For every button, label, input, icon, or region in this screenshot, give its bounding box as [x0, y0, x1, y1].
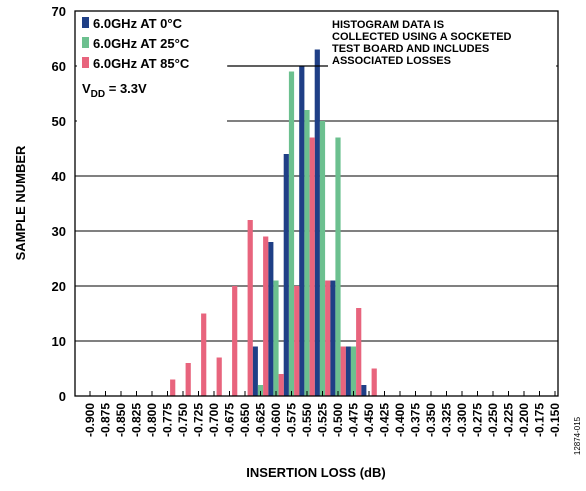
bar-series-3: [201, 313, 207, 396]
y-tick-label: 50: [52, 114, 66, 129]
bar-series-2: [319, 121, 326, 396]
bar-series-3: [294, 286, 300, 396]
x-tick-label: -0.175: [533, 403, 547, 437]
bar-series-3: [340, 346, 346, 396]
note-line-4: ASSOCIATED LOSSES: [332, 55, 451, 67]
x-tick-label: -0.200: [517, 403, 531, 437]
bar-series-3: [325, 280, 331, 396]
note-annotation: HISTOGRAM DATA IS COLLECTED USING A SOCK…: [228, 13, 556, 67]
bar-series-2: [257, 385, 264, 396]
bar-series-1: [314, 49, 320, 396]
legend-background: [77, 13, 227, 123]
bar-series-3: [263, 236, 269, 396]
x-tick-label: -0.350: [424, 403, 438, 437]
bar-series-3: [170, 379, 176, 396]
bar-series-3: [232, 286, 238, 396]
legend-label: 6.0GHz AT 25°C: [93, 36, 190, 51]
bar-series-1: [268, 242, 274, 396]
bars: [170, 49, 377, 396]
bar-series-3: [185, 363, 191, 396]
y-tick-label: 60: [52, 59, 66, 74]
note-line-2: COLLECTED USING A SOCKETED: [332, 31, 512, 43]
x-tick-label: -0.875: [99, 403, 113, 437]
bar-series-2: [304, 110, 310, 396]
x-tick-label: -0.400: [393, 403, 407, 437]
bar-series-1: [361, 385, 367, 396]
x-tick-label: -0.750: [176, 403, 190, 437]
x-tick-label: -0.825: [130, 403, 144, 437]
plot-frame: [74, 10, 559, 397]
bar-series-2: [350, 346, 357, 396]
legend-swatch: [82, 37, 89, 48]
x-tick-label: -0.725: [192, 403, 206, 437]
x-tick-label: -0.800: [145, 403, 159, 437]
x-axis-title: INSERTION LOSS (dB): [246, 465, 385, 480]
y-tick-label: 30: [52, 224, 66, 239]
x-tick-label: -0.700: [207, 403, 221, 437]
y-tick-label: 10: [52, 334, 66, 349]
x-tick-label: -0.650: [238, 403, 252, 437]
x-tick-label: -0.375: [409, 403, 423, 437]
bar-series-3: [371, 368, 377, 396]
y-tick-labels: 0 10 20 30 40 50 60 70: [52, 4, 66, 404]
x-tick-label: -0.250: [486, 403, 500, 437]
x-tick-label: -0.150: [548, 403, 562, 437]
x-tick-label: -0.675: [223, 403, 237, 437]
bar-series-3: [356, 308, 362, 396]
y-tick-label: 70: [52, 4, 66, 19]
note-line-3: TEST BOARD AND INCLUDES: [332, 43, 489, 55]
bar-series-1: [299, 66, 305, 396]
bar-series-1: [330, 280, 336, 396]
bar-series-2: [335, 137, 341, 396]
legend-label: 6.0GHz AT 0°C: [93, 16, 183, 31]
x-tick-label: -0.575: [285, 403, 299, 437]
legend-label: 6.0GHz AT 85°C: [93, 56, 190, 71]
x-tick-label: -0.525: [316, 403, 330, 437]
bar-series-3: [216, 357, 222, 396]
x-tick-label: -0.900: [83, 403, 97, 437]
bar-series-1: [252, 346, 258, 396]
x-tick-label: -0.600: [269, 403, 283, 437]
bar-series-2: [273, 280, 279, 396]
x-tick-label: -0.225: [502, 403, 516, 437]
figure-id: 12874-015: [573, 416, 582, 455]
vdd-label: VDD = 3.3V: [82, 81, 147, 100]
x-tick-label: -0.325: [440, 403, 454, 437]
x-tick-label: -0.775: [161, 403, 175, 437]
x-tick-label: -0.500: [331, 403, 345, 437]
note-line-1: HISTOGRAM DATA IS: [332, 19, 444, 31]
vdd-annotation: VDD = 3.3V: [82, 81, 147, 100]
y-axis-title: SAMPLE NUMBER: [13, 145, 28, 260]
x-tick-labels: -0.900 -0.875 -0.850 -0.825 -0.800 -0.775 -0.7…: [83, 403, 562, 437]
bar-series-1: [283, 154, 289, 396]
axis-ticks: [89, 391, 556, 396]
x-tick-label: -0.850: [114, 403, 128, 437]
bar-series-3: [278, 374, 284, 396]
x-tick-label: -0.425: [378, 403, 392, 437]
x-tick-label: -0.450: [362, 403, 376, 437]
x-tick-label: -0.475: [347, 403, 361, 437]
y-tick-label: 20: [52, 279, 66, 294]
bar-series-3: [247, 220, 253, 396]
x-tick-label: -0.300: [455, 403, 469, 437]
note-background: [328, 13, 556, 67]
x-tick-label: -0.550: [300, 403, 314, 437]
legend: 6.0GHz AT 0°C 6.0GHz AT 25°C 6.0GHz AT 85°…: [77, 13, 227, 123]
x-tick-label: -0.275: [471, 403, 485, 437]
legend-swatch: [82, 17, 89, 28]
bar-series-2: [288, 71, 295, 396]
legend-swatch: [82, 57, 89, 68]
y-tick-label: 0: [59, 389, 66, 404]
bar-series-3: [309, 137, 315, 396]
bar-series-1: [345, 346, 351, 396]
x-tick-label: -0.625: [254, 403, 268, 437]
y-tick-label: 40: [52, 169, 66, 184]
